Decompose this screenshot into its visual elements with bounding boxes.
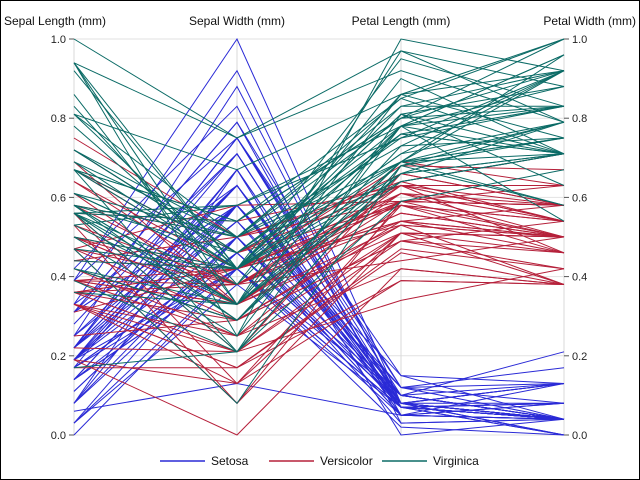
axis-title-1: Sepal Width (mm) (189, 14, 285, 28)
series-line-versicolor-43 (73, 280, 565, 385)
tick-labels: 0.0 0.0 0.2 0.2 0.4 0.4 0.6 0.6 0.8 0.8 1.0 1.0 (51, 34, 588, 442)
series-line-virginica-27 (73, 153, 565, 270)
left-tick-label-5: 1.0 (51, 34, 66, 46)
series-line-virginica-47 (73, 121, 565, 270)
right-tick-label-0: 0.0 (572, 430, 587, 442)
right-tick-label-1: 0.2 (572, 351, 587, 363)
legend-label-versicolor: Versicolor (320, 454, 373, 468)
series-line-versicolor-39 (73, 232, 565, 353)
series-line-virginica-48 (73, 70, 565, 226)
series-line-virginica-31 (73, 38, 565, 139)
series-line-virginica-40 (73, 54, 565, 254)
series-line-setosa-46 (73, 137, 565, 420)
series-line-setosa-13 (73, 267, 565, 436)
series-line-setosa-48 (73, 153, 565, 420)
series-line-versicolor-49 (73, 224, 565, 305)
series-line-setosa-37 (73, 168, 565, 436)
series-lines (73, 37, 565, 436)
left-tick-label-2: 0.4 (51, 272, 66, 284)
series-line-virginica-17 (73, 50, 565, 139)
series-line-setosa-43 (73, 184, 565, 396)
series-line-virginica-49 (73, 153, 565, 270)
series-line-virginica-46 (73, 137, 565, 353)
series-line-virginica-21 (73, 121, 565, 305)
left-tick-label-1: 0.2 (51, 351, 66, 363)
series-line-versicolor-29 (73, 268, 565, 337)
legend-label-virginica: Virginica (433, 454, 479, 468)
axis-title-0: Sepal Length (mm) (4, 14, 106, 28)
series-line-virginica-42 (73, 137, 565, 321)
right-tick-label-2: 0.4 (572, 272, 587, 284)
left-tick-label-0: 0.0 (51, 430, 66, 442)
series-line-versicolor-35 (73, 185, 565, 250)
legend-label-setosa: Setosa (211, 454, 249, 468)
left-tick-label-4: 0.8 (51, 113, 66, 125)
series-line-virginica-44 (73, 38, 565, 222)
axis-titles: Sepal Length (mm) Sepal Width (mm) Petal L… (4, 14, 636, 28)
series-line-virginica-38 (73, 153, 565, 270)
series-line-virginica-35 (73, 62, 565, 270)
right-tick-label-5: 1.0 (572, 34, 587, 46)
right-tick-label-3: 0.6 (572, 192, 587, 204)
series-line-virginica-3 (73, 125, 565, 286)
right-tick-label-4: 0.8 (572, 113, 587, 125)
series-line-virginica-41 (73, 70, 565, 254)
series-line-versicolor-48 (73, 268, 565, 353)
left-tick-label-3: 0.6 (51, 192, 66, 204)
legend: Setosa Versicolor Virginica (160, 454, 479, 468)
series-line-setosa-45 (73, 268, 565, 408)
series-line-versicolor-19 (73, 240, 565, 353)
series-line-versicolor-25 (73, 181, 565, 270)
series-line-versicolor-45 (73, 220, 565, 282)
series-line-versicolor-34 (73, 200, 565, 313)
axis-title-3: Petal Width (mm) (543, 14, 636, 28)
axis-title-2: Petal Length (mm) (352, 14, 451, 28)
series-line-virginica-19 (73, 165, 565, 405)
series-line-virginica-9 (73, 38, 565, 171)
series-line-virginica-37 (73, 133, 565, 254)
series-line-virginica-25 (73, 97, 565, 238)
series-line-virginica-22 (73, 50, 565, 306)
series-line-versicolor-31 (73, 252, 565, 369)
series-line-virginica-34 (73, 125, 565, 337)
